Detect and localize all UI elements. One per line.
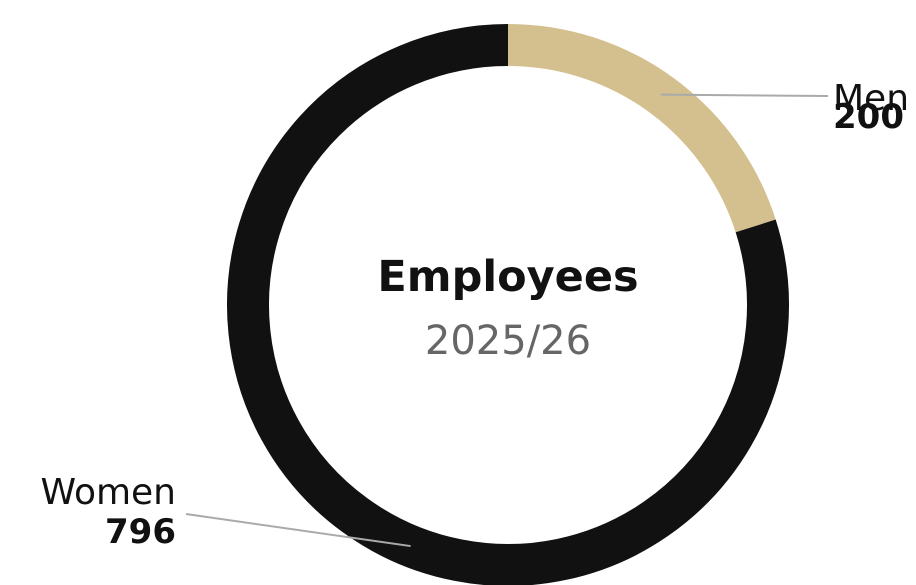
slice-women	[227, 24, 789, 585]
slice-value-men: 200	[833, 97, 904, 137]
slice-men	[507, 24, 776, 233]
slice-label-men: Men	[833, 78, 910, 119]
chart-title: Employees	[377, 252, 639, 302]
chart-subtitle: 2025/26	[424, 318, 592, 364]
slice-label-women: Women	[40, 472, 176, 513]
leader-line-men	[660, 93, 829, 97]
slice-value-women: 796	[105, 512, 176, 552]
leader-line-women	[185, 513, 411, 548]
